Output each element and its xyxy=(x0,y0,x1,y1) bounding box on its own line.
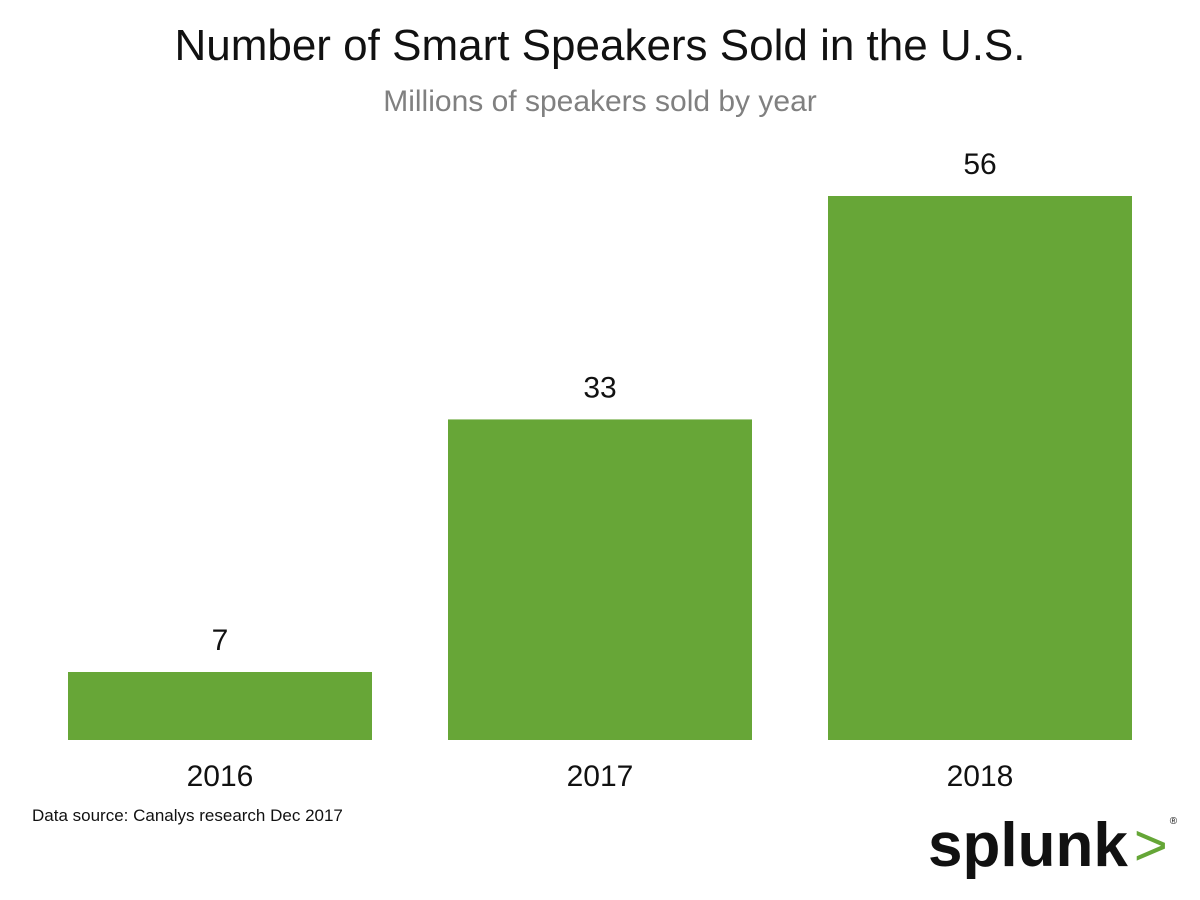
x-tick-label-2017: 2017 xyxy=(567,760,634,793)
bar-2018 xyxy=(828,196,1132,740)
registered-mark: ® xyxy=(1169,816,1178,827)
chart-subtitle: Millions of speakers sold by year xyxy=(383,85,817,118)
x-tick-label-2016: 2016 xyxy=(187,760,254,793)
x-tick-label-2018: 2018 xyxy=(947,760,1014,793)
chevron-icon: > xyxy=(1133,813,1168,878)
bar-2017 xyxy=(448,419,752,740)
data-label-2017: 33 xyxy=(583,371,616,404)
data-source-note: Data source: Canalys research Dec 2017 xyxy=(32,806,343,825)
bar-2016 xyxy=(68,672,372,740)
data-label-2016: 7 xyxy=(212,624,229,657)
splunk-logo: splunk > ® xyxy=(928,810,1177,882)
splunk-logo-word: splunk xyxy=(928,811,1128,880)
data-label-2018: 56 xyxy=(963,148,996,181)
chart-title: Number of Smart Speakers Sold in the U.S… xyxy=(174,21,1026,70)
